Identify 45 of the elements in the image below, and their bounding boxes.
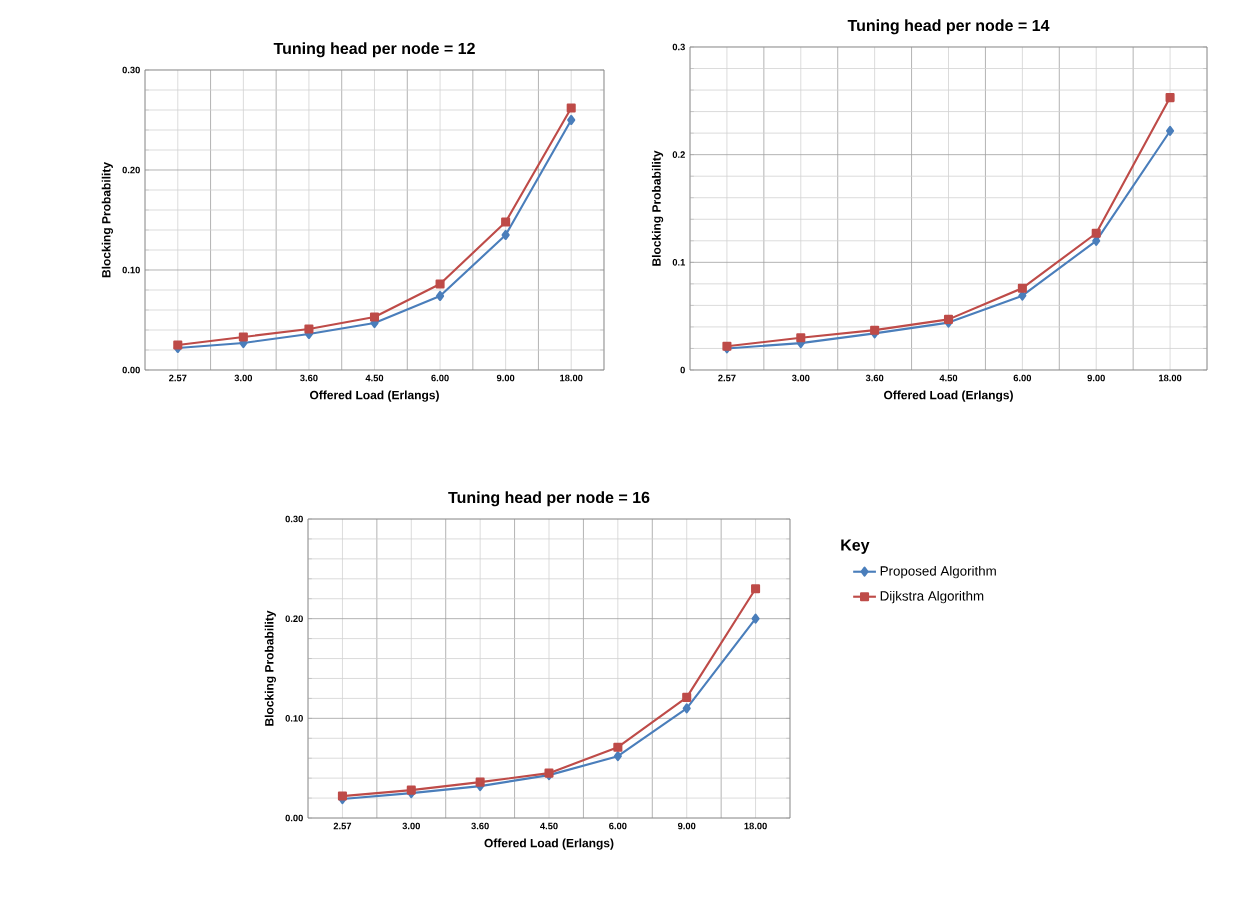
x-tick-label: 3.60 — [865, 374, 884, 382]
x-tick-label: 4.50 — [540, 822, 558, 830]
y-tick-label: 0.10 — [285, 715, 303, 722]
x-tick-label: 3.60 — [471, 822, 489, 830]
y-tick-label: 0.00 — [122, 366, 140, 374]
y-axis-title: Blocking Probability — [101, 162, 113, 278]
x-tick-label: 3.00 — [791, 374, 810, 382]
y-tick-label: 0.2 — [672, 151, 685, 158]
y-tick-label: 0.10 — [122, 266, 140, 274]
x-tick-label: 4.50 — [939, 374, 958, 382]
x-tick-label: 2.57 — [169, 374, 187, 382]
x-tick-label: 3.00 — [234, 374, 253, 382]
y-tick-label: 0.3 — [672, 43, 685, 51]
x-tick-label: 2.57 — [718, 374, 736, 382]
x-tick-label: 3.60 — [300, 374, 318, 382]
y-tick-label: 0.30 — [285, 515, 303, 523]
x-tick-label: 6.00 — [431, 374, 449, 382]
x-tick-label: 6.00 — [1013, 374, 1032, 382]
legend-label: Dijkstra Algorithm — [880, 590, 984, 604]
chart-title: Tuning head per node = 16 — [448, 491, 650, 507]
y-tick-label: 0.00 — [285, 814, 303, 822]
x-axis-title: Offered Load (Erlangs) — [484, 838, 614, 850]
x-axis-title: Offered Load (Erlangs) — [309, 390, 439, 402]
x-tick-label: 6.00 — [609, 822, 627, 830]
x-tick-label: 2.57 — [333, 822, 352, 830]
y-tick-label: 0 — [680, 366, 685, 374]
x-axis-title: Offered Load (Erlangs) — [884, 390, 1013, 402]
y-tick-label: 0.1 — [672, 259, 686, 266]
x-tick-label: 9.00 — [1087, 374, 1105, 382]
y-axis-title: Blocking Probability — [651, 150, 664, 266]
legend-title: Key — [841, 539, 870, 554]
x-tick-label: 18.00 — [560, 374, 583, 382]
y-axis-title: Blocking Probability — [264, 610, 276, 726]
y-tick-label: 0.20 — [122, 166, 140, 174]
x-tick-label: 9.00 — [677, 822, 696, 830]
x-tick-label: 18.00 — [1158, 374, 1182, 382]
x-tick-label: 9.00 — [496, 374, 515, 382]
chart-title: Tuning head per node = 14 — [847, 19, 1050, 35]
y-tick-label: 0.30 — [122, 66, 140, 74]
chart-title: Tuning head per node = 12 — [273, 42, 475, 58]
y-tick-label: 0.20 — [285, 615, 303, 622]
x-tick-label: 4.50 — [365, 374, 384, 382]
x-tick-label: 3.00 — [402, 822, 420, 830]
legend-label: Proposed Algorithm — [880, 565, 996, 579]
x-tick-label: 18.00 — [744, 822, 767, 830]
